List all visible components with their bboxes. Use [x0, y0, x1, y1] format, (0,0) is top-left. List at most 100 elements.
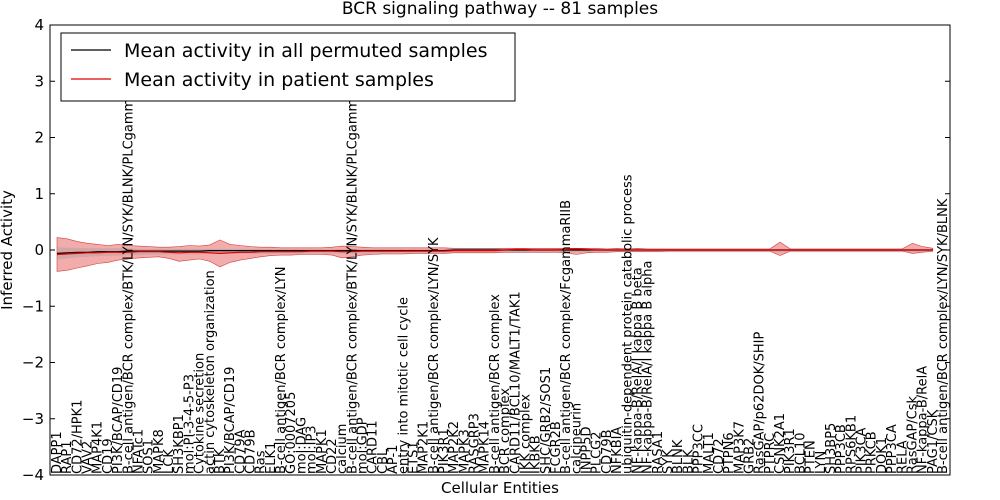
entity-label: mol:IP3 [305, 425, 320, 474]
entity-label: PI3K/BCAP/CD19 [111, 367, 126, 474]
entity-label: mol:GDP [356, 417, 371, 474]
entity-label: Cytokine secretion [193, 353, 208, 474]
entity-label: PPP3CC [692, 424, 707, 474]
entity-label: RAP1 [60, 440, 75, 474]
entity-label: CD72/HPK1 [70, 400, 85, 474]
legend-permuted-label: Mean activity in all permuted samples [124, 40, 487, 62]
entity-label: SYK [661, 449, 676, 474]
chart-title: BCR signaling pathway -- 81 samples [342, 0, 658, 19]
entity-label: PPP3CA [885, 424, 900, 474]
entity-label: RELA [895, 440, 910, 474]
entity-label: CD79B [600, 429, 615, 474]
entity-label: PPP3CB [834, 424, 849, 474]
entity-label: SH3BP5 [824, 423, 839, 474]
entity-label: INPP5D [580, 426, 595, 474]
entity-label: CBL [376, 448, 391, 474]
y-tick-label: −2 [22, 354, 44, 372]
entity-label: LCK [162, 449, 177, 474]
entity-label: MALT1 [702, 432, 717, 474]
entity-label: MAP4K1 [91, 421, 106, 474]
entity-label: MAPK3 [457, 429, 472, 474]
entity-label: mol:PI-3-4-5-P3 [182, 374, 197, 474]
entity-label: ubiquitin-dependent protein catabolic pr… [620, 174, 635, 474]
entity-label: PAG1/CSK [926, 409, 941, 474]
entity-label: GO:0007205 [284, 392, 299, 474]
entity-label: GRB2 [743, 438, 758, 474]
entity-label: RASA1 [651, 431, 666, 474]
entity-label: calcineurin [569, 403, 584, 474]
entity-label: MAP2K1 [417, 421, 432, 474]
plot-frame [49, 24, 951, 476]
entity-label: NF-kappa-B/RelA [916, 366, 931, 474]
entity-label: B-cell antigen/BCR complex/FcgammaRIIB [559, 200, 574, 474]
entity-label: SH3KBP1 [172, 414, 187, 474]
entity-label: CD22 [325, 438, 340, 474]
entity-label: MAPK14 [478, 421, 493, 474]
y-tick-label: 4 [34, 16, 44, 34]
patient-confidence-band [56, 237, 934, 272]
entity-label: B-cell antigen/BCR complex/LYN/SYK/BLNK [936, 198, 951, 474]
entity-label: MAPK1 [315, 429, 330, 474]
entity-label: PTPRC [763, 433, 778, 474]
y-tick-label: 2 [34, 129, 44, 147]
entity-label: NFKBIA [610, 427, 625, 474]
entity-label: RASGRP3 [468, 413, 483, 474]
entity-label: NF-kappa-B/RelA/I kappa B alpha [641, 261, 656, 474]
entity-label: SOS1 [142, 439, 157, 474]
entity-labels: DAPP1RAP1CD72/HPK1VAV2MAP4K1CD19PI3K/BCA… [50, 83, 951, 474]
entity-label: RasGAP/Csk [905, 395, 920, 474]
entity-label: B-cell antigen/BCR complex/LYN/SYK [427, 237, 442, 474]
entity-label: CARD11 [366, 420, 381, 474]
entity-label: Ras [254, 450, 269, 474]
y-axis-ticks: 4 3 2 1 0 −1 −2 −3 −4 [22, 16, 950, 484]
entity-label: calcium [335, 424, 350, 474]
entity-label: PTEN [804, 440, 819, 474]
entity-label: CD79B [244, 429, 259, 474]
entity-label: IKK complex [519, 394, 534, 474]
patient-mean-line [56, 248, 933, 256]
confidence-bands [56, 237, 934, 272]
y-tick-label: 1 [34, 185, 44, 203]
entity-label: BTK [213, 448, 228, 474]
legend-patient-label: Mean activity in patient samples [124, 69, 434, 91]
entity-label: CD19 [101, 438, 116, 474]
entity-label: B-cell antigen/BCR complex/LYN [274, 267, 289, 474]
entity-label: AP-1 [386, 445, 401, 474]
entity-label: NF-kappa-B/RelA/I kappa B beta [631, 267, 646, 474]
entity-label: PIK3R1 [437, 428, 452, 474]
x-axis-label: Cellular Entities [441, 479, 559, 497]
entity-label: PTPN6 [722, 432, 737, 474]
y-axis-label: Inferred Activity [0, 190, 16, 310]
entity-label: CD79A [233, 429, 248, 474]
entity-label: BCR complex [498, 388, 513, 474]
entity-label: SHC/GRB2/SOS1 [539, 367, 554, 474]
entity-label: PIK3R1 [783, 428, 798, 474]
entity-label: NFATc1 [132, 429, 147, 474]
entity-label: CARD11/BCL10/MALT1/TAK1 [508, 291, 523, 474]
legend-box [60, 32, 516, 102]
entity-label: CSNK2A1 [773, 413, 788, 474]
y-tick-label: −3 [22, 410, 44, 428]
entity-label: RasGAP/p62DOK/SHIP [753, 332, 768, 474]
entity-label: entry into mitotic cell cycle [396, 297, 411, 474]
y-tick-label: −4 [22, 466, 44, 484]
entity-label: PIK3CA [855, 427, 870, 474]
series-lines [56, 248, 933, 256]
entity-label: LYN [814, 451, 829, 474]
entity-label: PRKCB [865, 431, 880, 474]
entity-label: PLCG2 [590, 431, 605, 474]
entity-label: MAPK8 [152, 429, 167, 474]
entity-label: ELK1 [264, 442, 279, 474]
entity-label: MAP3K7 [732, 421, 747, 474]
entity-label: VAV2 [81, 441, 96, 474]
entity-label: CD72 [712, 438, 727, 474]
entity-label: B-cell antigen/BCR complex/BTK/LYN/SYK/B… [345, 83, 360, 474]
entity-label: BLK [681, 449, 696, 474]
y-tick-label: −1 [22, 297, 44, 315]
y-tick-label: 3 [34, 72, 44, 90]
entity-label: BCL10 [793, 432, 808, 474]
entity-label: B-cell antigen/BCR complex [488, 294, 503, 474]
y-tick-label: 0 [34, 241, 44, 259]
entity-label: B-cell antigen/BCR complex/BTK/LYN/SYK/B… [121, 83, 136, 474]
